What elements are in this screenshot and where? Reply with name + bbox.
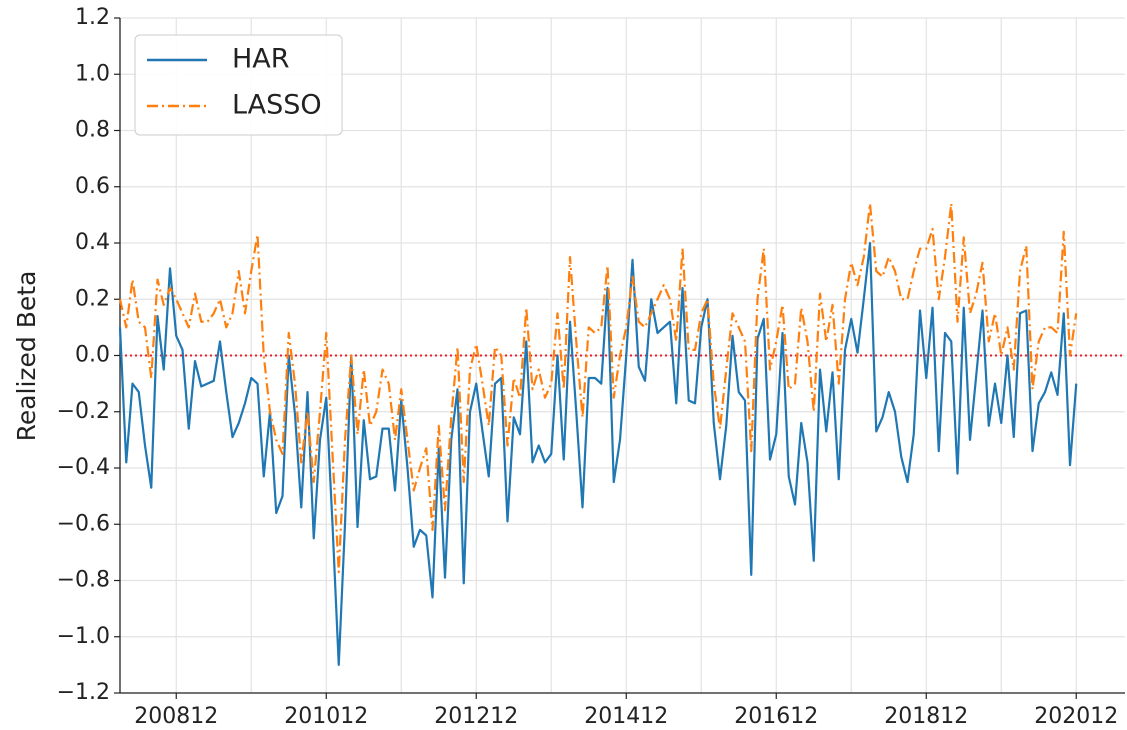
- legend-label: LASSO: [232, 90, 322, 121]
- x-tick-label: 201612: [734, 704, 818, 729]
- y-tick-label: −0.2: [57, 399, 110, 424]
- legend-label: HAR: [232, 44, 290, 75]
- y-tick-label: −1.0: [57, 624, 110, 649]
- y-tick-label: 0.6: [75, 174, 110, 199]
- y-tick-label: 0.2: [75, 286, 110, 311]
- legend: HAR LASSO: [134, 34, 343, 136]
- series-line: [118, 202, 1078, 574]
- y-tick-label: 0.0: [75, 343, 110, 368]
- y-tick-label: −0.6: [57, 511, 110, 536]
- x-tick-label: 201812: [884, 704, 968, 729]
- series-line: [118, 241, 1078, 666]
- y-axis-label: Realized Beta: [12, 271, 41, 442]
- y-tick-label: 0.8: [75, 118, 110, 143]
- x-tick-label: 202012: [1034, 704, 1118, 729]
- y-tick-label: −1.2: [57, 680, 110, 705]
- y-tick-label: 1.2: [75, 5, 110, 30]
- x-tick-label: 201212: [434, 704, 518, 729]
- x-tick-label: 201412: [584, 704, 668, 729]
- y-tick-label: −0.4: [57, 455, 110, 480]
- x-tick-label: 200812: [134, 704, 218, 729]
- y-tick-label: −0.8: [57, 568, 110, 593]
- y-tick-label: 0.4: [75, 230, 110, 255]
- y-tick-label: 1.0: [75, 61, 110, 86]
- x-tick-label: 201012: [284, 704, 368, 729]
